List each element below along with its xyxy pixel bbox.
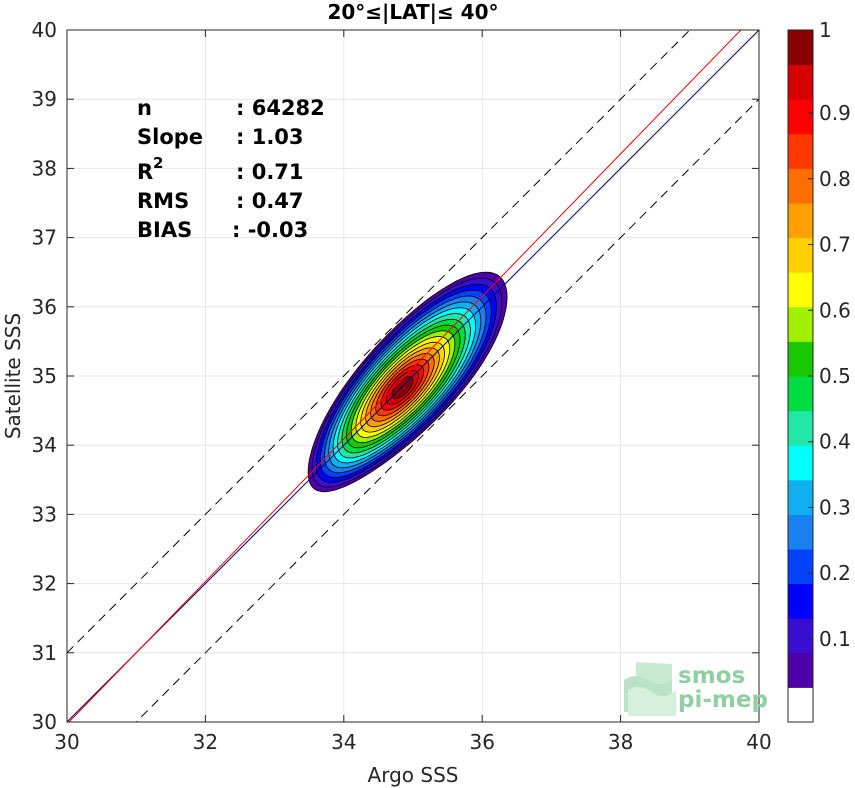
colorbar-tick-label: 0.2 (819, 561, 851, 585)
colorbar-segment (788, 64, 813, 100)
chart-title: 20°≤|LAT|≤ 40° (327, 0, 498, 24)
colorbar-tick-label: 0.4 (819, 430, 851, 454)
y-tick-label: 34 (32, 433, 57, 457)
y-tick-label: 39 (32, 87, 57, 111)
x-tick-label: 34 (331, 730, 356, 754)
reference-lines (67, 30, 759, 722)
stat-r2-value: : 0.71 (236, 160, 304, 184)
colorbar-tick-label: 0.8 (819, 167, 851, 191)
colorbar-segment (788, 133, 813, 169)
colorbar: 0.1 0.2 0.3 0.4 0.5 0.6 0.7 0.8 0.9 1 (787, 18, 851, 723)
colorbar-segment (788, 549, 813, 585)
y-tick-label: 35 (32, 364, 57, 388)
x-axis-label: Argo SSS (368, 763, 459, 787)
axis-ticks: 30 32 34 36 38 40 30 31 32 33 34 35 36 37 38 39 40 (32, 18, 772, 754)
colorbar-segment (788, 30, 813, 66)
colorbar-segment (788, 687, 813, 723)
colorbar-segment (788, 618, 813, 654)
x-tick-label: 32 (193, 730, 218, 754)
colorbar-segment (788, 410, 813, 446)
y-tick-label: 30 (32, 710, 57, 734)
reference-line-one-to-one (67, 30, 759, 722)
colorbar-segment (788, 445, 813, 481)
x-tick-label: 30 (54, 730, 79, 754)
colorbar-tick-label: 0.3 (819, 495, 851, 519)
colorbar-segment (788, 376, 813, 412)
reference-line-minus-one (135, 98, 759, 722)
colorbar-segment (788, 306, 813, 342)
colorbar-segment (788, 272, 813, 308)
colorbar-tick-label: 0.9 (819, 101, 851, 125)
stat-bias-label: BIAS (137, 218, 192, 242)
colorbar-segment (788, 203, 813, 239)
stat-n-value: : 64282 (236, 96, 325, 120)
y-tick-label: 37 (32, 226, 57, 250)
x-tick-label: 38 (608, 730, 633, 754)
stat-r2-sup: 2 (153, 154, 163, 172)
stat-rms-value: : 0.47 (236, 189, 304, 213)
colorbar-segment (788, 341, 813, 377)
colorbar-segment (788, 652, 813, 688)
colorbar-tick-label: 0.6 (819, 298, 851, 322)
y-tick-label: 38 (32, 156, 57, 180)
colorbar-segment (788, 99, 813, 135)
regression-line (68, 30, 742, 722)
y-tick-label: 31 (32, 641, 57, 665)
colorbar-segment (788, 479, 813, 515)
colorbar-segment (788, 168, 813, 204)
y-tick-label: 36 (32, 295, 57, 319)
y-tick-label: 33 (32, 502, 57, 526)
logo-text-pimep: pi-mep (678, 687, 768, 713)
y-tick-label: 40 (32, 18, 57, 42)
reference-line-plus-one (67, 30, 691, 654)
colorbar-segment (788, 583, 813, 619)
logo-text-smos: smos (678, 663, 745, 689)
stat-slope-label: Slope (137, 125, 203, 149)
colorbar-tick-label: 0.7 (819, 233, 851, 257)
y-axis-label: Satellite SSS (1, 313, 25, 439)
stat-slope-value: : 1.03 (236, 125, 304, 149)
colorbar-segment (788, 514, 813, 550)
colorbar-tick-label: 1 (819, 18, 832, 42)
smos-pimep-logo: smos pi-mep (624, 662, 768, 716)
colorbar-tick-label: 0.1 (819, 627, 851, 651)
y-tick-label: 32 (32, 572, 57, 596)
stat-rms-label: RMS (137, 189, 189, 213)
colorbar-segment (788, 237, 813, 273)
x-tick-label: 40 (746, 730, 771, 754)
stat-r2-label: R (137, 160, 153, 184)
stat-n-label: n (137, 96, 152, 120)
stats-block: n : 64282 Slope : 1.03 R 2 : 0.71 RMS : … (137, 96, 325, 242)
stat-bias-value: : -0.03 (232, 218, 308, 242)
logo-waves-icon (624, 662, 676, 716)
colorbar-tick-label: 0.5 (819, 364, 851, 388)
x-tick-label: 36 (469, 730, 494, 754)
